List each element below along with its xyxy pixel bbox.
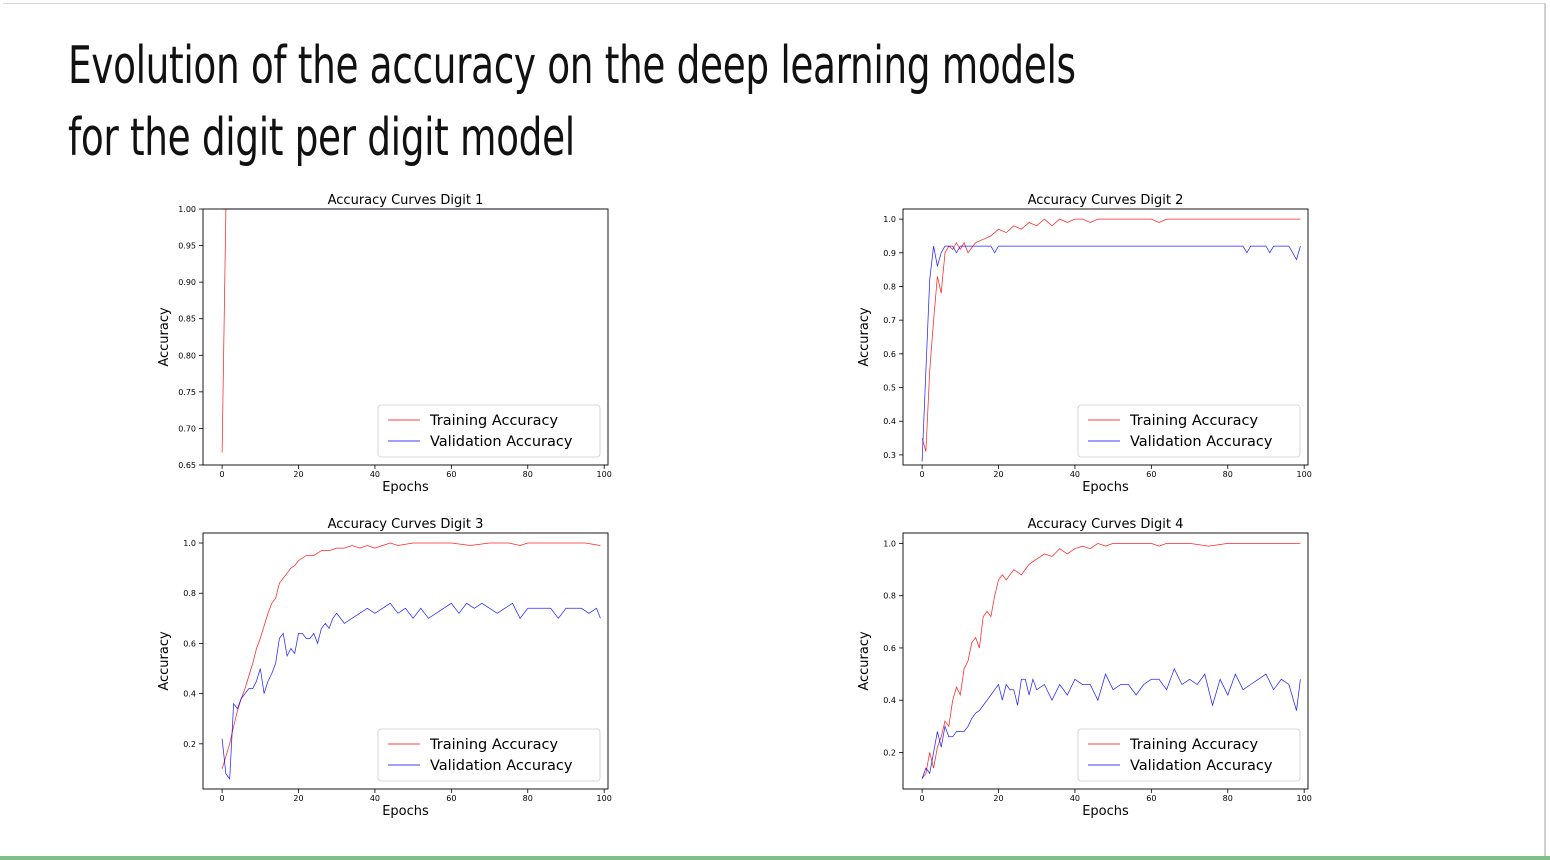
chart-digit-4: Accuracy Curves Digit 4 0 20 40 60 80 100 0.2 0.… xyxy=(857,517,1312,819)
chart-title: Accuracy Curves Digit 4 xyxy=(1028,517,1184,532)
x-axis-label: Epochs xyxy=(382,804,429,819)
x-tick-label: 20 xyxy=(993,794,1003,803)
y-tick-label: 1.00 xyxy=(178,205,196,214)
x-tick-label: 0 xyxy=(220,794,225,803)
y-axis-label: Accuracy xyxy=(157,631,172,691)
x-tick-label: 80 xyxy=(523,470,533,479)
legend-box xyxy=(377,404,601,458)
x-tick-label: 100 xyxy=(597,794,612,803)
legend-box xyxy=(1077,728,1301,782)
legend-box xyxy=(377,728,601,782)
x-axis-label: Epochs xyxy=(1082,804,1129,819)
y-tick-label: 0.7 xyxy=(883,316,896,325)
y-tick-label: 0.80 xyxy=(178,351,196,360)
x-tick-label: 60 xyxy=(446,470,456,479)
y-tick-label: 1.0 xyxy=(883,215,896,224)
chart-digit-1: Accuracy Curves Digit 1 0 20 40 60 80 100 0.65 0… xyxy=(157,193,612,495)
chart-digit-3: Accuracy Curves Digit 3 0 20 40 60 80 100 0.2 0.… xyxy=(157,517,612,819)
x-tick-label: 40 xyxy=(1070,794,1080,803)
legend-label-training: Training Accuracy xyxy=(429,413,558,429)
x-tick-label: 60 xyxy=(446,794,456,803)
x-tick-label: 60 xyxy=(1146,794,1156,803)
x-tick-label: 60 xyxy=(1146,470,1156,479)
x-tick-label: 80 xyxy=(523,794,533,803)
chart-legend: Training Accuracy Validation Accuracy xyxy=(377,728,601,782)
chart-title: Accuracy Curves Digit 1 xyxy=(328,193,484,208)
y-tick-label: 0.4 xyxy=(183,690,196,699)
legend-label-validation: Validation Accuracy xyxy=(430,758,573,774)
x-tick-label: 40 xyxy=(370,470,380,479)
validation-accuracy-line xyxy=(921,245,1301,462)
y-tick-label: 0.65 xyxy=(178,461,196,470)
y-tick-label: 0.90 xyxy=(178,278,196,287)
y-tick-label: 0.4 xyxy=(883,417,896,426)
plot-frame xyxy=(902,532,1309,790)
y-tick-label: 0.9 xyxy=(883,249,896,258)
x-tick-label: 0 xyxy=(920,794,925,803)
legend-label-training: Training Accuracy xyxy=(429,737,558,753)
y-tick-label: 0.70 xyxy=(178,424,196,433)
y-tick-label: 0.8 xyxy=(883,592,896,601)
y-tick-label: 0.8 xyxy=(183,589,196,598)
training-accuracy-line xyxy=(921,218,1301,452)
x-tick-label: 0 xyxy=(920,470,925,479)
legend-label-training: Training Accuracy xyxy=(1129,737,1258,753)
plot-frame xyxy=(202,532,609,790)
training-accuracy-line xyxy=(921,542,1301,779)
x-axis-label: Epochs xyxy=(1082,480,1129,495)
y-tick-label: 0.2 xyxy=(883,748,896,757)
chart-title: Accuracy Curves Digit 3 xyxy=(328,517,484,532)
y-axis-label: Accuracy xyxy=(857,631,872,691)
chart-digit-2: Accuracy Curves Digit 2 0 20 40 60 80 100 0.3 0.… xyxy=(857,193,1312,495)
y-tick-label: 0.6 xyxy=(883,644,896,653)
x-tick-label: 80 xyxy=(1223,470,1233,479)
chart-legend: Training Accuracy Validation Accuracy xyxy=(377,404,601,458)
training-accuracy-line xyxy=(221,542,601,770)
x-tick-label: 100 xyxy=(1297,794,1312,803)
y-axis-label: Accuracy xyxy=(857,307,872,367)
legend-box xyxy=(1077,404,1301,458)
y-tick-label: 0.6 xyxy=(883,350,896,359)
legend-label-validation: Validation Accuracy xyxy=(430,434,573,450)
validation-accuracy-line xyxy=(221,602,601,781)
y-tick-label: 0.5 xyxy=(883,384,896,393)
x-tick-label: 20 xyxy=(293,794,303,803)
y-tick-label: 0.3 xyxy=(883,451,896,460)
y-tick-label: 0.2 xyxy=(183,740,196,749)
chart-legend: Training Accuracy Validation Accuracy xyxy=(1077,728,1301,782)
x-tick-label: 100 xyxy=(1297,470,1312,479)
y-tick-label: 0.75 xyxy=(178,388,196,397)
x-tick-label: 40 xyxy=(370,794,380,803)
y-tick-label: 1.0 xyxy=(883,539,896,548)
x-tick-label: 20 xyxy=(993,470,1003,479)
y-tick-label: 0.95 xyxy=(178,242,196,251)
x-tick-label: 80 xyxy=(1223,794,1233,803)
y-tick-label: 0.85 xyxy=(178,315,196,324)
slide-title: Evolution of the accuracy on the deep le… xyxy=(68,36,1076,168)
y-tick-label: 0.6 xyxy=(183,639,196,648)
plot-frame xyxy=(202,208,609,466)
y-axis-label: Accuracy xyxy=(157,307,172,367)
y-tick-label: 1.0 xyxy=(183,539,196,548)
legend-label-validation: Validation Accuracy xyxy=(1130,758,1273,774)
x-tick-label: 100 xyxy=(597,470,612,479)
y-tick-label: 0.8 xyxy=(883,282,896,291)
chart-title: Accuracy Curves Digit 2 xyxy=(1028,193,1184,208)
y-tick-label: 0.4 xyxy=(883,696,896,705)
x-axis-label: Epochs xyxy=(382,480,429,495)
chart-legend: Training Accuracy Validation Accuracy xyxy=(1077,404,1301,458)
x-tick-label: 20 xyxy=(293,470,303,479)
x-tick-label: 40 xyxy=(1070,470,1080,479)
validation-accuracy-line xyxy=(921,667,1301,779)
x-tick-label: 0 xyxy=(220,470,225,479)
legend-label-validation: Validation Accuracy xyxy=(1130,434,1273,450)
slide-bottom-border xyxy=(0,856,1550,860)
plot-frame xyxy=(902,208,1309,466)
legend-label-training: Training Accuracy xyxy=(1129,413,1258,429)
